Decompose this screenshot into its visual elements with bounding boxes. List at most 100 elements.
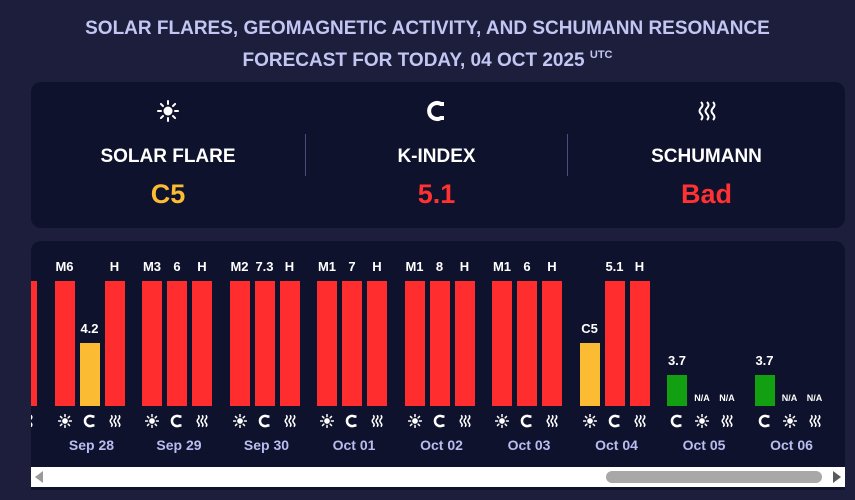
solar-flare-value: C5	[150, 179, 186, 209]
schumann-value-label: H	[109, 259, 120, 274]
magnet-icon	[255, 414, 275, 428]
wave-icon	[455, 414, 475, 428]
solar-flare-value-label: C5	[581, 321, 598, 336]
solar-flare-value-label: N/A	[781, 393, 798, 403]
summary-divider	[305, 134, 306, 176]
schumann-value: Bad	[680, 179, 732, 209]
schumann-bar[interactable]	[629, 281, 650, 406]
magnet-icon	[167, 414, 187, 428]
wave-icon	[542, 414, 562, 428]
sun-icon	[317, 414, 337, 428]
date-label: Oct 01	[332, 437, 376, 453]
wave-icon	[805, 414, 825, 428]
k-index-bar[interactable]	[604, 281, 625, 406]
scrollbar-thumb[interactable]	[606, 471, 822, 483]
wave-icon	[192, 414, 212, 428]
summary-panel: SOLAR FLARE C5 K-INDEX 5.1 SCHUMANN Bad	[31, 82, 845, 228]
summary-solar-flare: SOLAR FLARE C5	[31, 82, 305, 228]
summary-schumann: SCHUMANN Bad	[568, 82, 845, 228]
wave-icon	[630, 414, 650, 428]
sun-icon	[230, 414, 250, 428]
k-index-value-label: 5.1	[605, 259, 624, 274]
schumann-value-label: H	[31, 259, 44, 274]
date-label: Oct 03	[507, 437, 551, 453]
schumann-value-label: H	[634, 259, 645, 274]
wave-icon	[31, 414, 37, 428]
solar-flare-value-label: M6	[55, 259, 74, 274]
magnet-icon	[755, 414, 775, 428]
schumann-bar[interactable]	[31, 281, 37, 406]
k-index-label: K-INDEX	[397, 146, 476, 167]
title-line-2-text: FORECAST FOR TODAY, 04 OCT 2025	[242, 50, 585, 71]
schumann-value-label: H	[372, 259, 382, 274]
wave-icon	[367, 414, 387, 428]
date-label: Oct 02	[420, 437, 463, 453]
schumann-bar[interactable]	[542, 281, 562, 406]
scroll-left-arrow-icon[interactable]	[35, 471, 43, 483]
schumann-bar[interactable]	[192, 281, 212, 406]
schumann-bar[interactable]	[104, 281, 125, 406]
wave-icon	[568, 100, 845, 122]
page-title: SOLAR FLARES, GEOMAGNETIC ACTIVITY, AND …	[0, 16, 855, 74]
solar-flare-value-label: M3	[142, 259, 162, 274]
k-index-bar[interactable]	[342, 281, 362, 406]
sun-icon	[692, 414, 712, 428]
title-line-2: FORECAST FOR TODAY, 04 OCT 2025 UTC	[0, 42, 855, 74]
k-index-bar[interactable]	[517, 281, 537, 406]
solar-flare-bar[interactable]	[492, 281, 512, 406]
schumann-value-label: H	[547, 259, 557, 274]
k-index-value-label: 7	[348, 259, 356, 274]
scroll-right-arrow-icon[interactable]	[833, 471, 841, 483]
sun-icon	[55, 414, 75, 428]
date-label: Oct 06	[770, 437, 813, 453]
date-label: Sep 30	[243, 437, 290, 453]
sun-icon	[580, 414, 600, 428]
solar-flare-bar[interactable]	[317, 281, 337, 406]
k-index-bar[interactable]	[79, 343, 100, 406]
magnet-icon	[80, 414, 100, 428]
title-line-1: SOLAR FLARES, GEOMAGNETIC ACTIVITY, AND …	[85, 18, 770, 39]
schumann-value-label: H	[197, 259, 207, 274]
magnet-icon	[342, 414, 362, 428]
forecast-chart[interactable]: H Sep 28 M6 4.2 H Sep 29 M3 6 H Sep 30 M2 7.3 H Oct 0…	[31, 241, 845, 490]
sun-icon	[492, 414, 512, 428]
k-index-value-label: 3.7	[667, 353, 687, 368]
solar-flare-bar[interactable]	[54, 281, 75, 406]
magnet-icon	[517, 414, 537, 428]
solar-flare-bar[interactable]	[404, 281, 425, 406]
sun-icon	[31, 100, 305, 122]
solar-flare-bar[interactable]	[579, 343, 600, 406]
k-index-value-label: 6	[523, 259, 531, 274]
sun-icon	[780, 414, 800, 428]
schumann-bar[interactable]	[367, 281, 387, 406]
schumann-value-label: H	[284, 259, 295, 274]
wave-icon	[105, 414, 125, 428]
solar-flare-bar[interactable]	[229, 281, 250, 406]
solar-flare-bar[interactable]	[142, 281, 162, 406]
sun-icon	[142, 414, 162, 428]
solar-flare-value-label: M1	[492, 259, 512, 274]
k-index-bar[interactable]	[429, 281, 450, 406]
schumann-label: SCHUMANN	[651, 146, 762, 167]
schumann-value-label: H	[459, 259, 470, 274]
solar-flare-value-label: M2	[230, 259, 249, 274]
k-index-bar[interactable]	[254, 281, 275, 406]
schumann-bar[interactable]	[279, 281, 300, 406]
k-index-value: 5.1	[417, 179, 456, 209]
schumann-value-label: N/A	[719, 393, 735, 403]
date-label: Sep 28	[68, 437, 115, 453]
magnet-icon	[306, 100, 567, 122]
date-label: Oct 04	[595, 437, 638, 453]
k-index-bar[interactable]	[667, 375, 687, 406]
solar-flare-label: SOLAR FLARE	[100, 146, 236, 167]
solar-flare-value-label: M1	[317, 259, 337, 274]
k-index-bar[interactable]	[754, 375, 775, 406]
schumann-bar[interactable]	[454, 281, 475, 406]
k-index-value-label: 4.2	[80, 321, 99, 336]
chart-scrollbar[interactable]	[31, 467, 845, 487]
title-utc: UTC	[589, 49, 613, 61]
magnet-icon	[667, 414, 687, 428]
k-index-bar[interactable]	[167, 281, 187, 406]
magnet-icon	[605, 414, 625, 428]
wave-icon	[280, 414, 300, 428]
